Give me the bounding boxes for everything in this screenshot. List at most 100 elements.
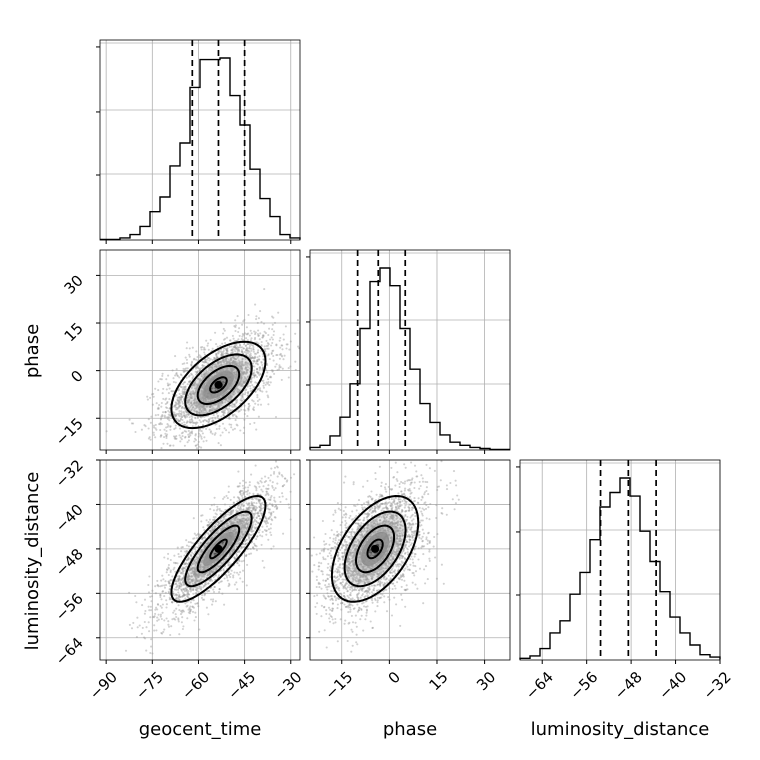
scatter-point bbox=[249, 390, 252, 393]
scatter-point bbox=[225, 349, 229, 352]
scatter-point bbox=[170, 390, 173, 393]
scatter-point bbox=[203, 536, 206, 539]
scatter-point bbox=[195, 404, 198, 407]
scatter-point bbox=[207, 383, 210, 386]
scatter-point bbox=[211, 386, 214, 389]
scatter-point bbox=[241, 395, 244, 398]
scatter-point bbox=[144, 609, 147, 613]
scatter-point bbox=[134, 594, 137, 598]
scatter-point bbox=[260, 361, 263, 364]
scatter-point bbox=[255, 538, 258, 541]
scatter-point bbox=[257, 317, 260, 320]
scatter-point bbox=[181, 400, 184, 403]
scatter-point bbox=[225, 372, 228, 375]
scatter-point bbox=[237, 330, 240, 334]
scatter-point bbox=[260, 321, 263, 324]
scatter-point bbox=[230, 361, 233, 364]
scatter-point bbox=[200, 396, 203, 399]
scatter-point bbox=[219, 401, 222, 405]
scatter-point bbox=[211, 526, 214, 529]
scatter-point bbox=[253, 330, 256, 333]
scatter-point bbox=[196, 416, 199, 419]
scatter-point bbox=[218, 350, 221, 353]
scatter-point bbox=[167, 563, 170, 567]
scatter-point bbox=[227, 533, 230, 536]
scatter-point bbox=[184, 386, 187, 389]
scatter-point bbox=[211, 600, 214, 603]
scatter-point bbox=[239, 382, 242, 385]
scatter-point bbox=[154, 423, 157, 426]
scatter-point bbox=[194, 398, 197, 401]
scatter-point bbox=[246, 347, 249, 350]
scatter-point bbox=[260, 488, 263, 491]
scatter-point bbox=[221, 410, 224, 414]
scatter-point bbox=[232, 380, 235, 383]
scatter-point bbox=[195, 389, 198, 392]
scatter-point bbox=[287, 367, 290, 370]
scatter-point bbox=[242, 520, 246, 523]
scatter-point bbox=[204, 398, 207, 401]
scatter-point bbox=[161, 374, 164, 377]
scatter-point bbox=[255, 502, 258, 505]
scatter-point bbox=[235, 415, 238, 418]
scatter-point bbox=[225, 407, 228, 410]
scatter-point bbox=[225, 371, 228, 375]
scatter-point bbox=[202, 394, 205, 397]
scatter-point bbox=[148, 630, 151, 633]
scatter-point bbox=[205, 427, 208, 430]
scatter-point bbox=[194, 563, 197, 566]
scatter-point bbox=[173, 554, 176, 557]
scatter-point bbox=[225, 397, 228, 400]
scatter-point bbox=[276, 482, 279, 485]
scatter-point bbox=[272, 316, 275, 319]
scatter-point bbox=[244, 371, 247, 374]
scatter-point bbox=[257, 349, 260, 352]
scatter-point bbox=[167, 374, 170, 377]
scatter-point bbox=[272, 333, 275, 337]
scatter-point bbox=[244, 542, 247, 545]
scatter-point bbox=[160, 631, 163, 635]
scatter-point bbox=[246, 339, 249, 342]
scatter-point bbox=[203, 418, 206, 422]
scatter-point bbox=[154, 585, 157, 588]
scatter-point bbox=[249, 387, 252, 390]
scatter-point bbox=[209, 366, 212, 369]
scatter-point bbox=[275, 507, 278, 510]
scatter-point bbox=[169, 444, 172, 447]
scatter-point bbox=[228, 339, 232, 342]
scatter-point bbox=[275, 344, 278, 347]
scatter-point bbox=[189, 601, 192, 604]
scatter-point bbox=[229, 377, 232, 380]
scatter-point bbox=[198, 406, 201, 409]
scatter-point bbox=[192, 383, 195, 386]
scatter-point bbox=[235, 372, 238, 375]
scatter-point bbox=[273, 321, 277, 324]
scatter-point bbox=[168, 411, 171, 414]
scatter-point bbox=[179, 373, 182, 376]
scatter-point bbox=[203, 598, 206, 601]
scatter-point bbox=[188, 432, 191, 435]
scatter-point bbox=[251, 356, 254, 359]
scatter-point bbox=[235, 358, 238, 361]
scatter-point bbox=[190, 431, 193, 434]
scatter-point bbox=[229, 358, 232, 361]
scatter-point bbox=[176, 399, 179, 402]
scatter-point bbox=[281, 495, 284, 498]
scatter-point bbox=[185, 388, 188, 391]
scatter-point bbox=[162, 387, 165, 390]
scatter-point bbox=[258, 374, 261, 377]
scatter-point bbox=[209, 358, 212, 361]
scatter-point bbox=[245, 370, 248, 373]
scatter-point bbox=[273, 499, 276, 502]
scatter-point bbox=[172, 377, 175, 380]
scatter-point bbox=[282, 338, 285, 341]
scatter-point bbox=[254, 402, 257, 405]
scatter-point bbox=[255, 375, 259, 379]
scatter-point bbox=[251, 525, 254, 529]
scatter-point bbox=[247, 390, 250, 394]
scatter-point bbox=[225, 369, 228, 373]
scatter-point bbox=[175, 414, 178, 417]
scatter-point bbox=[193, 421, 196, 424]
scatter-point bbox=[147, 427, 150, 430]
scatter-point bbox=[241, 489, 244, 492]
